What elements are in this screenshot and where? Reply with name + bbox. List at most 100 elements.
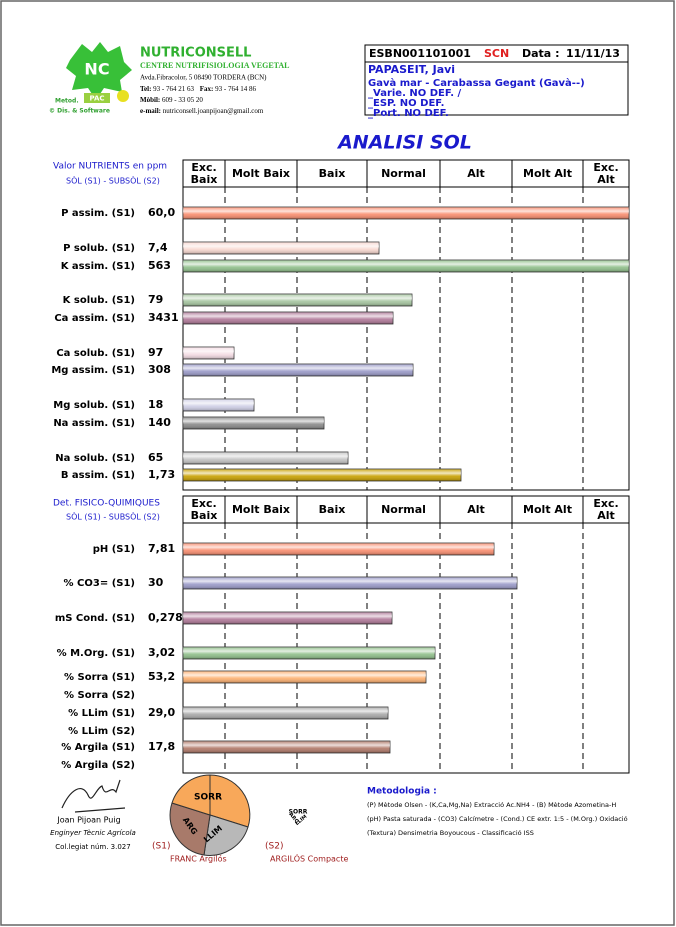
logo: NC PAC Metod. © Dis. & Software (49, 42, 132, 115)
section-subheading: SÒL (S1) - SUBSÒL (S2) (66, 175, 160, 186)
s2-tag: (S2) (265, 842, 283, 852)
row-value: 3431 (148, 311, 179, 324)
column-header: Molt Baix (232, 503, 290, 516)
bar-shine (183, 543, 494, 555)
pac-box (84, 93, 110, 103)
bar-shine (183, 707, 388, 719)
bar-shine (183, 577, 517, 589)
row-value: 7,4 (148, 241, 168, 254)
row-label: Ca solub. (S1) (56, 348, 135, 359)
report-date-label: Data : (522, 47, 559, 60)
column-header: Baix (191, 173, 218, 186)
report-box (364, 44, 629, 116)
row-label: B assim. (S1) (61, 470, 135, 481)
section-physchem: Det. FISICO-QUIMIQUES SÒL (S1) - SUBSÒL (… (53, 495, 630, 774)
logo-copyright: © Dis. & Software (49, 108, 110, 115)
row-value: 18 (148, 398, 163, 411)
sections: Valor NUTRIENTS en ppm SÒL (S1) - SUBSÒL … (51, 159, 630, 774)
method-lines: (P) Mètode Olsen - (K,Ca,Mg,Na) Extracci… (367, 801, 628, 837)
signer: Joan Pijoan Puig (56, 816, 120, 825)
row-value: 7,81 (148, 542, 175, 555)
row-value: 97 (148, 346, 163, 359)
column-header: Baix (319, 503, 346, 516)
logo-mark: NC (84, 60, 109, 79)
mobile-line: Mòbil: 609 - 33 05 20 (140, 96, 203, 104)
title: ANALISI SOL (336, 132, 472, 154)
row-label: Na solub. (S1) (55, 453, 135, 464)
column-header: Molt Baix (232, 167, 290, 180)
company: NUTRICONSELL (140, 46, 251, 61)
table-box (182, 495, 630, 774)
bar-shine (183, 294, 412, 306)
column-header: Exc. (593, 497, 618, 510)
row-value: 17,8 (148, 740, 175, 753)
method-title: Metodologia : (367, 787, 437, 797)
table-box (182, 159, 630, 491)
report-scn: SCN (484, 47, 509, 60)
bar-shine (183, 452, 348, 464)
section-heading: Valor NUTRIENTS en ppm (53, 162, 167, 172)
row-label: % LLim (S2) (68, 726, 135, 737)
report-line: Gavà mar - Carabassa Gegant (Gavà--) (368, 77, 585, 89)
phone-line: Tel: 93 - 764 21 63 Fax: 93 - 764 14 86 (140, 85, 256, 93)
report-date: 11/11/13 (566, 47, 620, 60)
bar-shine (183, 242, 379, 254)
row-label: % Sorra (S1) (64, 672, 135, 683)
report-line: _Port. NO DEF. (368, 108, 449, 119)
report-lines: Gavà mar - Carabassa Gegant (Gavà--)_Var… (368, 77, 585, 119)
email: nutriconsell.joanpijoan@gmail.com (163, 107, 264, 115)
row-value: 140 (148, 416, 171, 429)
row-label: K assim. (S1) (61, 261, 135, 272)
column-header: Alt (597, 173, 615, 186)
signer-role: Enginyer Tècnic Agrícola (50, 829, 136, 837)
bar-shine (183, 364, 413, 376)
bar-shine (183, 207, 629, 219)
logo-pac: PAC (89, 95, 104, 103)
bar-shine (183, 671, 426, 683)
row-value: 30 (148, 576, 164, 589)
column-header: Baix (191, 509, 218, 522)
mobile-label: Mòbil: (140, 96, 160, 104)
row-label: % LLim (S1) (68, 708, 135, 719)
report-code: ESBN001101001 (369, 47, 471, 60)
column-header: Alt (597, 509, 615, 522)
column-header: Baix (319, 167, 346, 180)
row-label: pH (S1) (93, 544, 135, 555)
column-header: Alt (467, 167, 485, 180)
tel: 93 - 764 21 63 (153, 85, 194, 93)
row-label: P assim. (S1) (61, 208, 135, 219)
row-label: % Argila (S1) (61, 742, 135, 753)
report-line: _ESP. NO DEF. (368, 98, 444, 109)
signer-license: Col.legiat núm. 3.027 (55, 843, 130, 851)
bar-shine (183, 260, 629, 272)
row-value: 60,0 (148, 206, 175, 219)
bar-shine (183, 399, 254, 411)
row-value: 29,0 (148, 706, 175, 719)
row-label: Mg assim. (S1) (51, 365, 135, 376)
column-header: Alt (467, 503, 485, 516)
mobile: 609 - 33 05 20 (162, 96, 203, 104)
s1-class: FRANC Argilós (170, 854, 227, 864)
column-header: Normal (381, 503, 426, 516)
row-label: % CO3= (S1) (64, 578, 135, 589)
method-line: (Textura) Densimetria Boyoucous - Classi… (367, 829, 534, 837)
company-subtitle: CENTRE NUTRIFISIOLOGIA VEGETAL (140, 61, 290, 70)
column-header: Normal (381, 167, 426, 180)
report-line: _Varie. NO DEF. / (368, 88, 461, 99)
fax-label: Fax: (200, 85, 214, 93)
row-value: 563 (148, 259, 171, 272)
method-line: (pH) Pasta saturada - (CO3) Calcímetre -… (367, 815, 628, 823)
row-value: 308 (148, 363, 171, 376)
row-label: K solub. (S1) (63, 295, 135, 306)
row-value: 0,278 (148, 611, 183, 624)
row-value: 3,02 (148, 646, 175, 659)
column-header: Molt Alt (523, 167, 572, 180)
texture-pie: SORR ARG LLIM (169, 774, 251, 856)
row-label: % Sorra (S2) (64, 690, 135, 701)
fax: 93 - 764 14 86 (215, 85, 256, 93)
method-line: (P) Mètode Olsen - (K,Ca,Mg,Na) Extracci… (367, 801, 616, 809)
email-label: e-mail: (140, 107, 161, 115)
logo-metod: Metod. (55, 98, 79, 105)
row-label: Na assim. (S1) (53, 418, 135, 429)
